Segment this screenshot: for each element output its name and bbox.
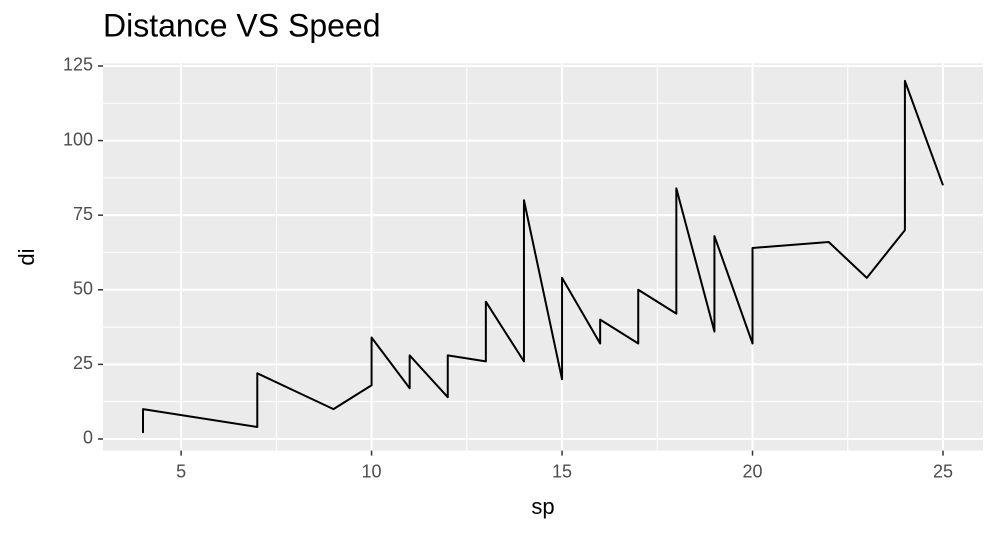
x-tick-label: 5: [176, 461, 186, 481]
x-tick-label: 15: [552, 461, 572, 481]
y-tick-label: 75: [73, 204, 93, 224]
x-tick-label: 20: [743, 461, 763, 481]
y-tick-label: 50: [73, 279, 93, 299]
data-line: [142, 79, 944, 433]
y-tick-label: 0: [83, 428, 93, 448]
y-tick-label: 100: [63, 129, 93, 149]
x-tick-label: 10: [362, 461, 382, 481]
x-axis-label: sp: [531, 494, 554, 519]
y-tick-label: 125: [63, 55, 93, 75]
plot-panel: [103, 63, 983, 451]
x-tick-label: 25: [933, 461, 953, 481]
y-tick-label: 25: [73, 353, 93, 373]
chart-title: Distance VS Speed: [103, 7, 381, 43]
y-axis-label: di: [14, 248, 39, 265]
